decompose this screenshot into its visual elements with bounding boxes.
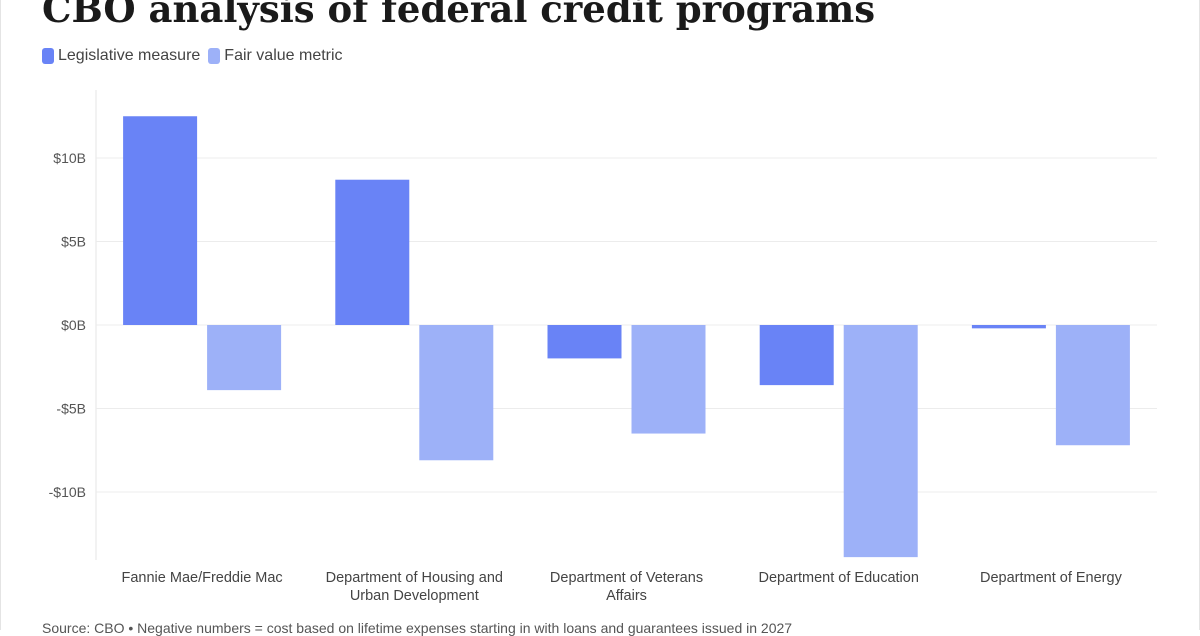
bar-fair-value xyxy=(207,325,282,391)
legend-label-fair-value: Fair value metric xyxy=(224,47,343,64)
x-category-label: Fannie Mae/Freddie Mac xyxy=(122,570,283,586)
bar-legislative xyxy=(123,116,198,325)
legend: Legislative measure Fair value metric xyxy=(42,47,351,65)
y-tick-label: $5B xyxy=(61,234,86,250)
x-category-label: Department of Housing and xyxy=(326,570,503,586)
bar-legislative xyxy=(971,325,1046,329)
legend-label-legislative: Legislative measure xyxy=(58,47,201,64)
legend-swatch-fair-value xyxy=(208,48,221,64)
x-category-label: Department of Veterans xyxy=(550,570,703,586)
source-note: Source: CBO • Negative numbers = cost ba… xyxy=(42,620,793,636)
bar-legislative xyxy=(335,179,410,325)
chart-title: CBO analysis of federal credit programs xyxy=(42,0,876,31)
legend-swatch-legislative xyxy=(42,48,54,64)
frame-left-border xyxy=(0,0,1,630)
y-tick-label: -$10B xyxy=(49,484,86,500)
bar-fair-value xyxy=(631,325,706,434)
legend-item-fair-value: Fair value metric xyxy=(208,47,343,65)
bar-fair-value xyxy=(419,325,494,461)
bar-legislative xyxy=(759,325,834,386)
x-category-label: Urban Development xyxy=(350,588,479,604)
bar-fair-value xyxy=(1055,325,1130,446)
bar-fair-value xyxy=(843,325,918,558)
legend-item-legislative: Legislative measure xyxy=(42,47,200,65)
y-tick-label: -$5B xyxy=(56,401,86,417)
bar-chart: $10B $5B $0B -$5B -$10B Fannie Mae/Freddie Ma… xyxy=(49,90,1157,604)
x-category-label: Department of Education xyxy=(758,570,918,586)
bar-legislative xyxy=(547,325,622,359)
y-tick-label: $10B xyxy=(53,150,86,166)
x-category-label: Affairs xyxy=(606,588,647,604)
y-tick-label: $0B xyxy=(61,317,86,333)
x-category-label: Department of Energy xyxy=(980,570,1123,586)
